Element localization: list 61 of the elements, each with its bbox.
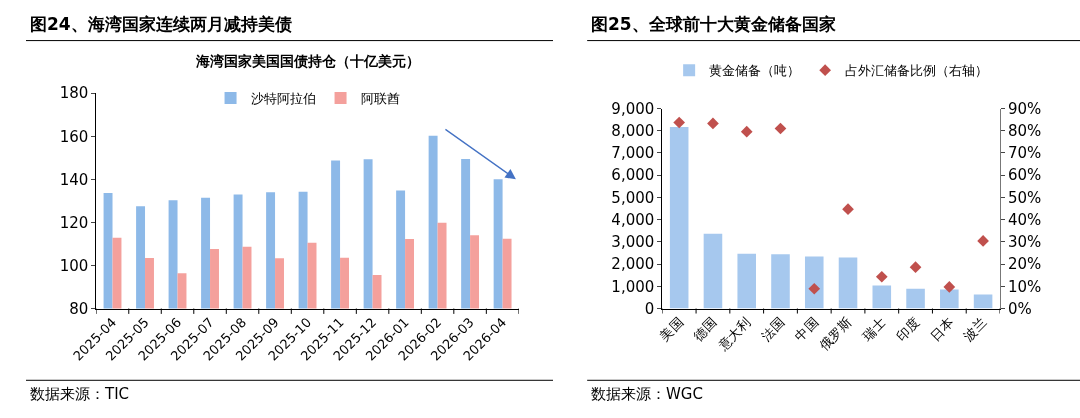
y-tick-label: 80 — [69, 299, 89, 318]
point — [842, 203, 854, 216]
point — [909, 261, 922, 274]
y-tick-label: 1,000 — [611, 277, 655, 296]
x-tick-label: 日本 — [927, 314, 957, 344]
x-tick-label: 中国 — [791, 314, 821, 344]
y-tick-label: 2,000 — [611, 255, 655, 274]
y-tick-label: 120 — [59, 213, 89, 232]
y-tick-label: 4,000 — [611, 210, 655, 229]
source-note: 数据来源：WGC — [591, 385, 703, 403]
point — [774, 122, 787, 135]
y2-tick-label: 50% — [1007, 188, 1042, 207]
y2-tick-label: 70% — [1007, 144, 1042, 163]
x-tick-label: 瑞士 — [859, 314, 889, 344]
x-tick-label: 印度 — [893, 314, 923, 344]
chart-title: 图24、海湾国家连续两月减持美债 — [30, 14, 292, 34]
bar — [737, 253, 756, 309]
y-tick-label: 100 — [59, 256, 89, 275]
y2-tick-label: 90% — [1007, 99, 1042, 118]
point — [673, 116, 686, 129]
y2-tick-label: 30% — [1007, 233, 1042, 252]
y2-tick-label: 20% — [1007, 255, 1042, 274]
y-tick-label: 0 — [644, 299, 655, 318]
x-tick-label: 法国 — [758, 314, 788, 344]
bar — [940, 289, 959, 309]
y2-tick-label: 80% — [1007, 121, 1042, 140]
x-tick-label: 美国 — [656, 314, 686, 344]
point — [707, 117, 719, 130]
source-note: 数据来源：TIC — [30, 385, 130, 403]
bar — [872, 285, 892, 309]
chart-subtitle: 海湾国家美国国债持仓（十亿美元） — [195, 53, 420, 69]
legend-label: 占外汇储备比例（右轴） — [845, 63, 989, 79]
point — [740, 125, 753, 138]
legend-label: 阿联酋 — [360, 91, 400, 107]
y2-tick-label: 0% — [1007, 299, 1032, 318]
y-tick-label: 3,000 — [611, 233, 655, 252]
legend-label: 沙特阿拉伯 — [250, 91, 316, 107]
y2-tick-label: 60% — [1007, 166, 1042, 185]
bar — [973, 294, 993, 309]
chart-title: 图25、全球前十大黄金储备国家 — [591, 14, 836, 34]
y-tick-label: 8,000 — [611, 121, 655, 140]
bar — [804, 256, 824, 309]
point — [875, 270, 888, 283]
y2-tick-label: 40% — [1007, 210, 1042, 229]
bar — [703, 233, 723, 309]
x-tick-label: 波兰 — [960, 314, 990, 344]
point — [808, 282, 821, 295]
y-tick-label: 6,000 — [611, 166, 655, 185]
y-tick-label: 180 — [59, 84, 89, 103]
bar — [669, 126, 689, 309]
y-tick-label: 140 — [59, 170, 89, 189]
y-tick-label: 7,000 — [611, 144, 655, 163]
legend-label: 黄金储备（吨） — [709, 63, 801, 79]
bar — [906, 288, 925, 309]
point — [943, 281, 956, 293]
y2-tick-label: 10% — [1007, 277, 1042, 296]
bar — [771, 254, 790, 309]
y-tick-label: 9,000 — [611, 99, 655, 118]
bar — [838, 257, 858, 309]
y-tick-label: 5,000 — [611, 188, 655, 207]
y-tick-label: 160 — [59, 127, 89, 146]
